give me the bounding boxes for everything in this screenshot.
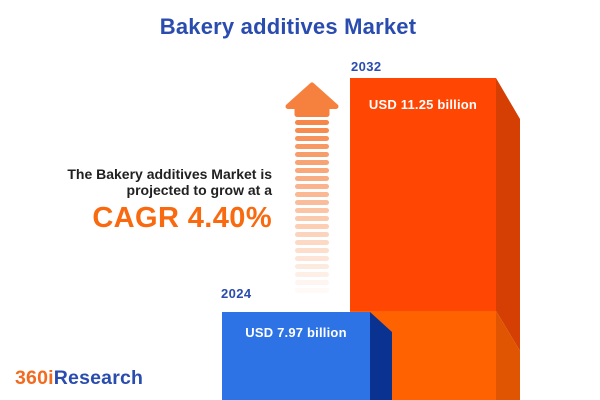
- bar-2032-side-bottom: [496, 311, 520, 400]
- bar-value-2032: USD 11.25 billion: [368, 97, 478, 112]
- growth-arrow-stripes: [295, 120, 329, 293]
- cagr-text: CAGR 4.40%: [92, 202, 272, 234]
- bar-2032-front-top: [350, 78, 496, 311]
- brand-logo: 360iResearch: [15, 367, 143, 389]
- bar-2024-side: [370, 312, 392, 400]
- bar-label-year-2024: 2024: [221, 286, 252, 301]
- headline: The Bakery additives Market is projected…: [40, 166, 272, 235]
- page-title: Bakery additives Market: [159, 14, 417, 39]
- brand-logo-prefix: 360i: [15, 367, 54, 389]
- bar-2032-side-top: [496, 78, 520, 351]
- headline-line-1: The Bakery additives Market is: [67, 166, 272, 182]
- brand-logo-suffix: Research: [53, 367, 144, 389]
- bar-label-year-2032: 2032: [351, 59, 382, 74]
- growth-arrow-icon: [285, 82, 339, 293]
- bar-2024-front: [222, 312, 370, 400]
- bar-value-2024: USD 7.97 billion: [245, 325, 347, 340]
- growth-arrow-head: [285, 82, 339, 117]
- headline-line-2: projected to grow at a: [126, 182, 272, 198]
